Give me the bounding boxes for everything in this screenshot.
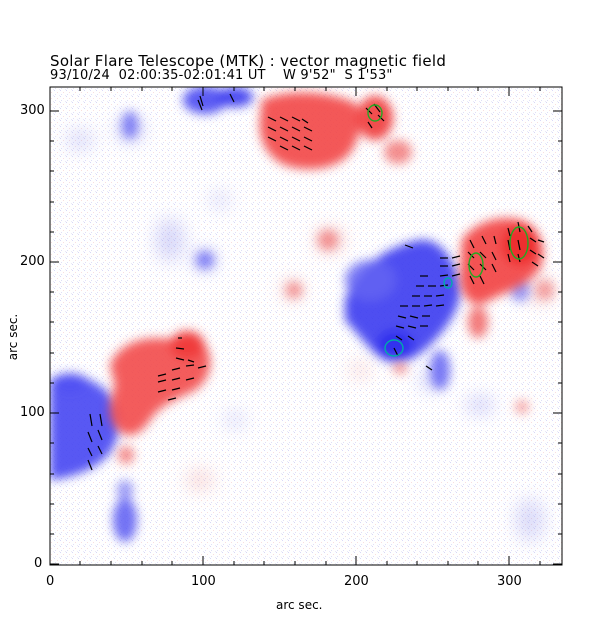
x-tick-label: 300 [497,574,522,589]
y-tick-label: 100 [20,405,45,420]
y-tick-label: 300 [20,103,45,118]
contours [367,104,529,357]
magnetic-field-image [50,87,554,542]
x-tick-label: 200 [344,574,369,589]
y-tick-label: 0 [34,556,43,571]
y-axis-label: arc sec. [6,313,21,361]
figure-subtitle: 93/10/24 02:00:35-02:01:41 UT W 9'52" S … [50,68,393,83]
figure-title: Solar Flare Telescope (MTK) : vector mag… [50,52,447,70]
y-tick-label: 200 [20,254,45,269]
negative-polarity-regions [50,87,530,542]
x-tick-label: 100 [191,574,216,589]
plot-frame [49,86,563,566]
axis-ticks [49,87,562,565]
x-axis-label: arc sec. [276,598,323,612]
field-vectors [87,93,545,471]
x-tick-label: 0 [46,574,55,589]
positive-polarity-regions [109,92,554,464]
